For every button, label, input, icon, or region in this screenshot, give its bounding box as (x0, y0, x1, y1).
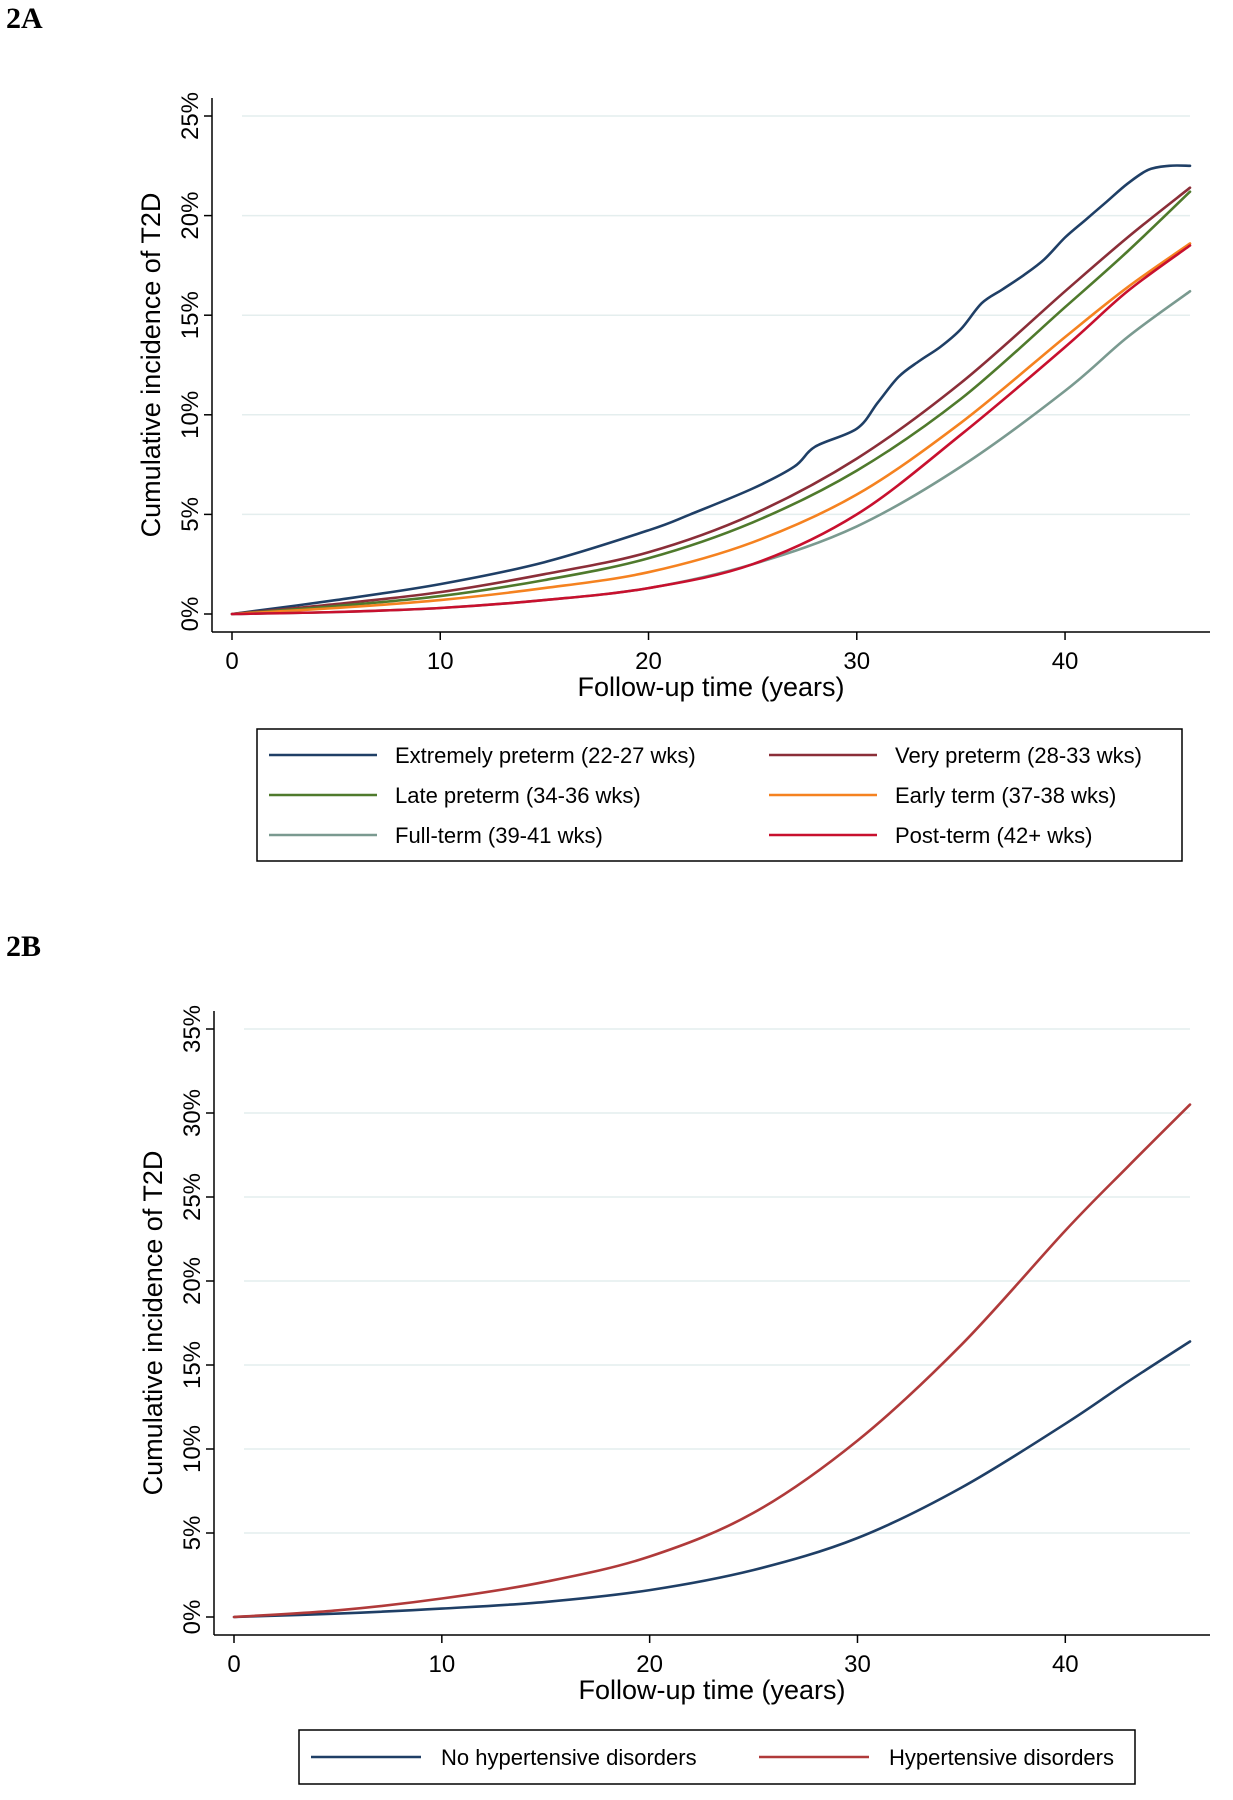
y-tick-label: 35% (179, 1005, 206, 1053)
series-line-5 (230, 290, 1192, 616)
series-line-1 (230, 164, 1192, 616)
y-tick-label: 15% (179, 1341, 206, 1389)
legend-label-2: Very preterm (28-33 wks) (895, 743, 1142, 768)
series-line-2 (232, 1103, 1192, 1619)
y-tick-label: 10% (179, 1425, 206, 1473)
y-tick-label: 10% (177, 391, 204, 439)
legend-label-3: Late preterm (34-36 wks) (395, 783, 641, 808)
legend-label-1: Extremely preterm (22-27 wks) (395, 743, 696, 768)
x-tick-label: 10 (428, 1651, 455, 1678)
chart-2b: 0% 5% 10% 15% 20% 25% 30% 35% 0 10 20 30 40 Follow-up… (138, 1005, 1210, 1785)
legend-box (298, 1729, 1136, 1785)
x-tick-label: 40 (1052, 648, 1079, 675)
y-tick-label: 20% (179, 1257, 206, 1305)
y-tick-label: 25% (177, 92, 204, 140)
legend-label-4: Early term (37-38 wks) (895, 783, 1116, 808)
x-tick-label: 10 (427, 648, 454, 675)
y-tick-label: 5% (177, 497, 204, 532)
series-line-6 (230, 244, 1192, 616)
x-tick-label: 20 (635, 648, 662, 675)
y-axis-title: Cumulative incidence of T2D (138, 1151, 168, 1496)
series-line-3 (230, 190, 1192, 616)
x-tick-label: 20 (636, 1651, 663, 1678)
y-axis-title: Cumulative incidence of T2D (136, 193, 166, 538)
y-tick-label: 25% (179, 1173, 206, 1221)
panel-label-2a: 2A (6, 2, 43, 35)
x-tick-label: 40 (1052, 1651, 1079, 1678)
series-line-4 (230, 242, 1192, 616)
series-line-2 (230, 186, 1192, 616)
x-tick-label: 30 (843, 648, 870, 675)
x-tick-label: 0 (225, 648, 238, 675)
legend-label-5: Full-term (39-41 wks) (395, 823, 603, 848)
x-axis-title: Follow-up time (years) (577, 672, 844, 702)
x-tick-label: 0 (227, 1651, 240, 1678)
x-tick-label: 30 (844, 1651, 871, 1678)
y-tick-label: 0% (177, 597, 204, 632)
y-tick-label: 5% (179, 1516, 206, 1551)
legend-label-6: Post-term (42+ wks) (895, 823, 1092, 848)
legend-label-2: Hypertensive disorders (889, 1745, 1114, 1770)
y-tick-label: 20% (177, 192, 204, 240)
series-line-1 (232, 1340, 1192, 1619)
y-tick-label: 15% (177, 291, 204, 339)
panel-label-2b: 2B (6, 930, 42, 963)
legend-box (256, 728, 1183, 862)
legend-label-1: No hypertensive disorders (441, 1745, 697, 1770)
chart-2a: 0% 5% 10% 15% 20% 25% 0 10 20 30 40 Follow-up time … (136, 92, 1210, 862)
y-tick-label: 0% (179, 1600, 206, 1635)
y-tick-label: 30% (179, 1089, 206, 1137)
x-axis-title: Follow-up time (years) (578, 1675, 845, 1705)
